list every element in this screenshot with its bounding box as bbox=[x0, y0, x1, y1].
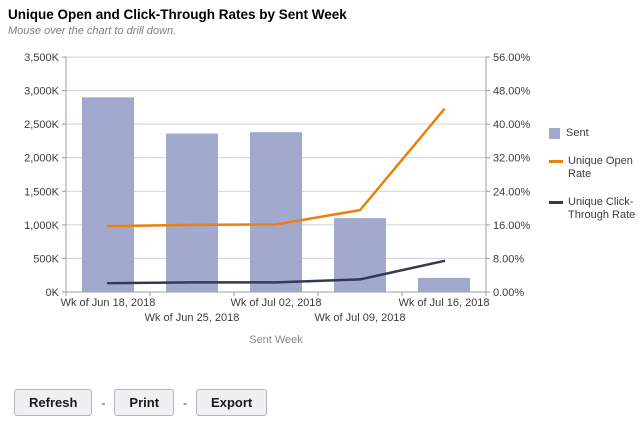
toolbar-separator: - bbox=[101, 395, 106, 410]
x-axis-label: Wk of Jul 16, 2018 bbox=[398, 297, 489, 309]
export-button[interactable]: Export bbox=[196, 389, 268, 416]
sent-legend-swatch bbox=[549, 128, 560, 139]
sent-bar[interactable] bbox=[250, 132, 302, 292]
x-axis-title: Sent Week bbox=[249, 334, 303, 346]
unique-open-rate-legend-swatch bbox=[549, 160, 563, 163]
print-button[interactable]: Print bbox=[114, 389, 175, 416]
left-axis-tick-label: 3,000K bbox=[24, 86, 60, 98]
x-axis-label: Wk of Jul 09, 2018 bbox=[314, 312, 405, 324]
toolbar: Refresh - Print - Export bbox=[14, 389, 268, 416]
sent-bar[interactable] bbox=[418, 277, 470, 292]
right-axis-tick-label: 0.00% bbox=[493, 287, 524, 299]
sent-bar[interactable] bbox=[166, 133, 218, 292]
x-axis-label: Wk of Jul 02, 2018 bbox=[230, 297, 321, 309]
unique-click-through-rate-line[interactable] bbox=[106, 259, 446, 285]
x-axis-label: Wk of Jun 25, 2018 bbox=[145, 312, 240, 324]
legend-label: Sent bbox=[566, 127, 589, 139]
chart-legend: Sent Unique Open Rate Unique Click-Through… bbox=[549, 127, 644, 237]
unique-open-rate-line[interactable] bbox=[106, 108, 446, 228]
left-axis-tick-label: 1,000K bbox=[24, 220, 60, 232]
right-axis-tick-label: 48.00% bbox=[493, 86, 531, 98]
toolbar-separator: - bbox=[183, 395, 188, 410]
left-axis-tick-label: 0K bbox=[46, 287, 60, 299]
refresh-button[interactable]: Refresh bbox=[14, 389, 93, 416]
legend-label: Unique Open Rate bbox=[568, 155, 633, 180]
sent-bar[interactable] bbox=[82, 97, 134, 293]
left-axis-tick-label: 2,000K bbox=[24, 153, 60, 165]
legend-item-sent: Sent bbox=[549, 127, 644, 140]
right-axis-tick-label: 8.00% bbox=[493, 253, 524, 265]
chart-title: Unique Open and Click-Through Rates by S… bbox=[8, 7, 347, 22]
legend-label: Unique Click-Through Rate bbox=[568, 196, 636, 221]
right-axis-tick-label: 56.00% bbox=[493, 52, 531, 64]
left-axis-tick-label: 2,500K bbox=[24, 119, 60, 131]
combo-chart[interactable]: 0K 0.00% 500K 8.00% 1,000K 16.00% 1,500K 24.00%… bbox=[0, 40, 644, 375]
right-axis-tick-label: 16.00% bbox=[493, 220, 531, 232]
legend-item-unique-open-rate: Unique Open Rate bbox=[549, 155, 644, 181]
left-axis-tick-label: 1,500K bbox=[24, 186, 60, 198]
legend-item-unique-click-through-rate: Unique Click-Through Rate bbox=[549, 196, 644, 222]
left-axis-tick-label: 500K bbox=[33, 253, 59, 265]
right-axis-tick-label: 32.00% bbox=[493, 153, 531, 165]
chart-subtitle: Mouse over the chart to drill down. bbox=[8, 25, 177, 37]
unique-click-through-rate-legend-swatch bbox=[549, 201, 563, 204]
left-axis-tick-label: 3,500K bbox=[24, 52, 60, 64]
x-axis-label: Wk of Jun 18, 2018 bbox=[61, 297, 156, 309]
right-axis-tick-label: 24.00% bbox=[493, 186, 531, 198]
right-axis-tick-label: 40.00% bbox=[493, 119, 531, 131]
